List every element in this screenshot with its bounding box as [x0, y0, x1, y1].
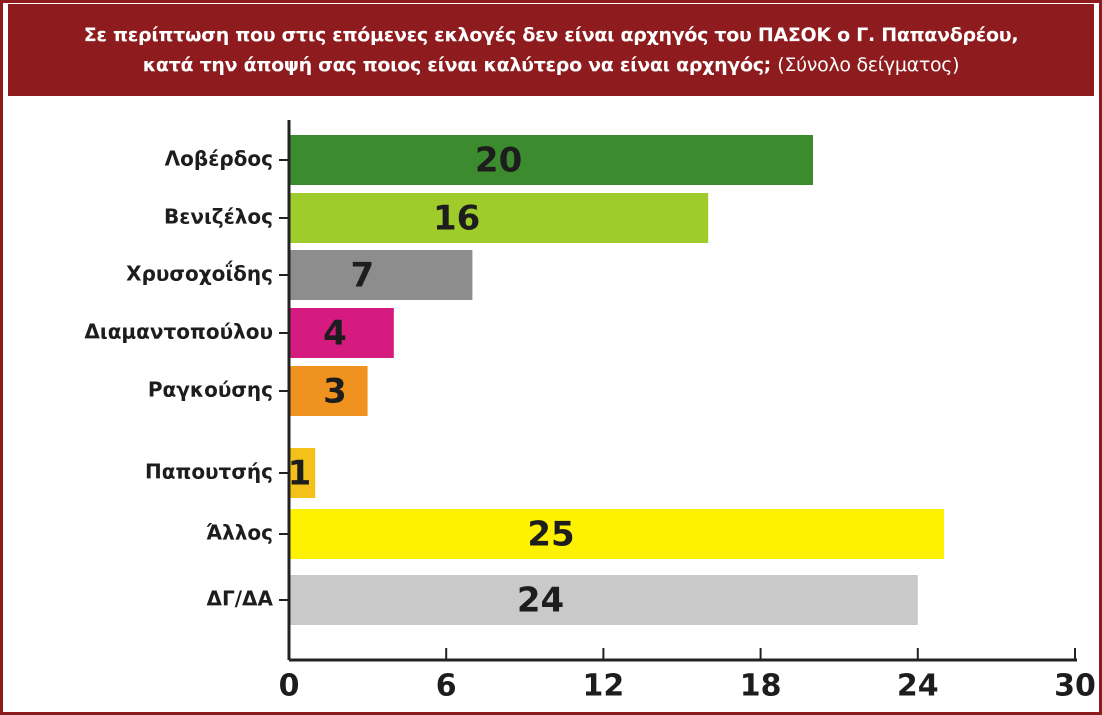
bar [289, 250, 473, 300]
y-tick-label: ΔΓ/ΔΑ [207, 587, 274, 611]
chart-subtitle: (Σύνολο δείγματος) [777, 54, 960, 76]
x-tick-label: 18 [740, 669, 782, 704]
value-label: 24 [517, 581, 564, 621]
chart-title: κατά την άποψή σας ποιος είναι καλύτερο … [142, 54, 772, 76]
value-label: 1 [288, 454, 312, 494]
bar [289, 308, 394, 358]
bar [289, 366, 368, 416]
bar [289, 509, 944, 559]
value-label: 4 [323, 314, 347, 354]
y-tick-label: Παπουτσής [145, 460, 273, 484]
y-tick-label: Λοβέρδος [165, 147, 273, 171]
title-line: κατά την άποψή σας ποιος είναι καλύτερο … [8, 50, 1094, 80]
bar [289, 448, 316, 498]
y-tick-label: Βενιζέλος [164, 205, 273, 229]
y-tick-label: Ραγκούσης [148, 378, 273, 402]
x-tick-label: 0 [279, 669, 300, 704]
chart-title: Σε περίπτωση που στις επόμενες εκλογές δ… [83, 24, 1019, 46]
x-tick-label: 30 [1054, 669, 1096, 704]
value-label: 25 [527, 515, 574, 555]
bar [289, 193, 709, 243]
y-tick-label: Διαμαντοπούλου [84, 320, 273, 344]
value-label: 3 [323, 372, 347, 412]
header: Σε περίπτωση που στις επόμενες εκλογές δ… [8, 4, 1094, 96]
value-label: 16 [433, 199, 480, 239]
x-tick-label: 24 [897, 669, 939, 704]
bar [289, 575, 918, 625]
y-tick-label: Χρυσοχοΐδης [126, 261, 273, 286]
value-label: 20 [475, 141, 522, 181]
value-label: 7 [351, 256, 375, 296]
x-tick-label: 6 [436, 669, 457, 704]
y-tick-label: Άλλος [206, 521, 273, 545]
x-tick-label: 12 [583, 669, 625, 704]
bar [289, 135, 813, 185]
